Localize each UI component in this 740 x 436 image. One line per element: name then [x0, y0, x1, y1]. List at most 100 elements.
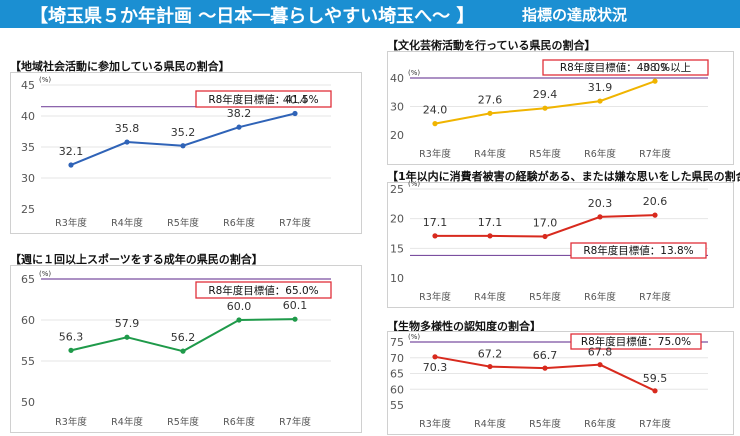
biodiversity-target-box — [570, 333, 702, 350]
biodiversity-data-point — [597, 362, 603, 368]
chart-biodiversity: (%) 55 60 65 70 75 R8年度目標値：75.0% 70.3 67.2 66.7 67… — [390, 333, 708, 430]
biodiversity-xtick-label: R6年度 — [584, 418, 616, 430]
sports-unit-label: (%) — [39, 270, 51, 278]
community-xtick-label: R6年度 — [223, 217, 255, 229]
culture-ytick-label: 40 — [390, 72, 404, 85]
biodiversity-value-label: 59.5 — [643, 372, 668, 385]
culture-target-box — [542, 59, 709, 76]
chart-consumer: (%) 10 15 20 25 R8年度目標値：13.8% 17.1 17.1 17.0 20.3… — [390, 180, 708, 303]
consumer-value-label: 17.1 — [423, 216, 448, 229]
community-xtick-label: R4年度 — [111, 217, 143, 229]
consumer-data-point — [542, 233, 548, 240]
consumer-xtick-label: R6年度 — [584, 291, 616, 303]
header-banner: 【埼玉県５か年計画 ～日本一暮らしやすい埼玉へ～ 】 指標の達成状況 — [0, 0, 740, 28]
culture-xtick-label: R6年度 — [584, 148, 616, 160]
community-ytick-label: 25 — [21, 203, 35, 216]
consumer-xtick-label: R3年度 — [419, 291, 451, 303]
consumer-data-point — [652, 212, 658, 218]
culture-data-point — [652, 78, 658, 84]
culture-value-label: 24.0 — [423, 104, 448, 117]
sports-ytick-label: 55 — [21, 355, 35, 368]
culture-ytick-label: 30 — [390, 101, 404, 114]
sports-xtick-label: R6年度 — [223, 416, 255, 428]
sports-data-point — [124, 334, 130, 340]
chart-sports: (%) 50 55 60 65 R8年度目標値：65.0% 56.3 57.9 56.2 60.0… — [21, 270, 332, 428]
biodiversity-ytick-label: 70 — [390, 352, 404, 365]
sports-value-label: 60.1 — [283, 299, 308, 312]
biodiversity-xtick-label: R4年度 — [474, 418, 506, 430]
culture-unit-label: (%) — [408, 69, 420, 77]
page-subtitle: 指標の達成状況 — [522, 6, 628, 24]
sports-value-label: 60.0 — [227, 300, 252, 313]
community-ytick-label: 30 — [21, 172, 35, 185]
chart-title-consumer: 【1年以内に消費者被害の経験がある、または嫌な思いをした県民の割合】 — [387, 170, 740, 183]
chart-title-sports: 【週に１回以上スポーツをする成年の県民の割合】 — [10, 253, 263, 266]
sports-data-point — [180, 348, 186, 354]
sports-value-label: 56.3 — [59, 330, 84, 343]
consumer-value-label: 20.6 — [643, 195, 668, 208]
biodiversity-xtick-label: R7年度 — [639, 418, 671, 430]
community-data-point — [180, 143, 186, 149]
community-xtick-label: R7年度 — [279, 217, 311, 229]
consumer-value-label: 20.3 — [588, 197, 613, 210]
biodiversity-xtick-label: R3年度 — [419, 418, 451, 430]
chart-culture: (%) 20 30 40 R8年度目標値：40.0%以上 24.0 27.6 29.4 31.9… — [390, 59, 709, 160]
community-target-box — [195, 90, 332, 108]
culture-xtick-label: R3年度 — [419, 148, 451, 160]
culture-value-label: 27.6 — [478, 93, 503, 106]
consumer-data-point — [432, 233, 438, 239]
consumer-data-point — [597, 214, 603, 220]
biodiversity-target-label: R8年度目標値：75.0% — [581, 335, 691, 348]
culture-data-point — [487, 110, 493, 116]
sports-xtick-label: R5年度 — [167, 416, 199, 428]
sports-value-label: 56.2 — [171, 331, 196, 344]
culture-value-label: 29.4 — [533, 88, 558, 101]
sports-data-point — [68, 347, 74, 353]
biodiversity-xtick-label: R5年度 — [529, 418, 561, 430]
sports-value-label: 57.9 — [115, 317, 140, 330]
biodiversity-value-label: 70.3 — [423, 361, 448, 374]
consumer-unit-label: (%) — [408, 180, 420, 188]
culture-value-label: 38.9 — [643, 61, 668, 74]
chart-title-community: 【地域社会活動に参加している県民の割合】 — [10, 60, 230, 73]
biodiversity-ytick-label: 65 — [390, 368, 404, 381]
community-data-point — [124, 139, 130, 145]
chart-panel-consumer: (%) 10 15 20 25 R8年度目標値：13.8% 17.1 17.1 17.0 20.3… — [387, 180, 734, 308]
consumer-ytick-label: 20 — [390, 213, 404, 226]
community-data-point — [236, 124, 242, 130]
biodiversity-ytick-label: 75 — [390, 336, 404, 349]
community-series-line — [70, 112, 296, 166]
sports-target-box — [195, 281, 332, 299]
consumer-target-label: R8年度目標値：13.8% — [583, 244, 693, 257]
biodiversity-data-point — [432, 354, 438, 360]
culture-target-label: R8年度目標値：40.0%以上 — [560, 61, 691, 74]
chart-panel-community: (%) 25 30 35 40 45 R8年度目標値：41.5% 32.1 35.8 35.2 38… — [10, 72, 362, 234]
culture-xtick-label: R5年度 — [529, 148, 561, 160]
sports-xtick-label: R4年度 — [111, 416, 143, 428]
consumer-ytick-label: 25 — [390, 183, 404, 196]
community-ytick-label: 35 — [21, 141, 35, 154]
community-ytick-label: 45 — [21, 79, 35, 92]
page-title: 【埼玉県５か年計画 ～日本一暮らしやすい埼玉へ～ 】 — [30, 6, 475, 27]
sports-data-point — [236, 317, 242, 323]
culture-value-label: 31.9 — [588, 81, 613, 94]
sports-xtick-label: R7年度 — [279, 416, 311, 428]
biodiversity-value-label: 66.7 — [533, 349, 558, 362]
community-data-point — [68, 162, 74, 168]
community-value-label: 38.2 — [227, 107, 252, 120]
community-value-label: 35.8 — [115, 122, 140, 135]
consumer-data-point — [487, 233, 493, 239]
biodiversity-data-point — [542, 365, 548, 371]
chart-panel-biodiversity: (%) 55 60 65 70 75 R8年度目標値：75.0% 70.3 67.2 66.7 67… — [387, 331, 734, 435]
chart-title-culture: 【文化芸術活動を行っている県民の割合】 — [387, 39, 596, 52]
community-xtick-label: R5年度 — [167, 217, 199, 229]
consumer-xtick-label: R4年度 — [474, 291, 506, 303]
culture-data-point — [432, 121, 438, 127]
chart-panel-sports: (%) 50 55 60 65 R8年度目標値：65.0% 56.3 57.9 56.2 60.0… — [10, 265, 362, 433]
community-target-label: R8年度目標値：41.5% — [208, 93, 318, 106]
community-value-label: 40.4 — [283, 94, 308, 107]
sports-ytick-label: 65 — [21, 273, 35, 286]
chart-title-biodiversity: 【生物多様性の認知度の割合】 — [387, 320, 541, 333]
sports-ytick-label: 60 — [21, 314, 35, 327]
community-value-label: 35.2 — [171, 126, 196, 139]
